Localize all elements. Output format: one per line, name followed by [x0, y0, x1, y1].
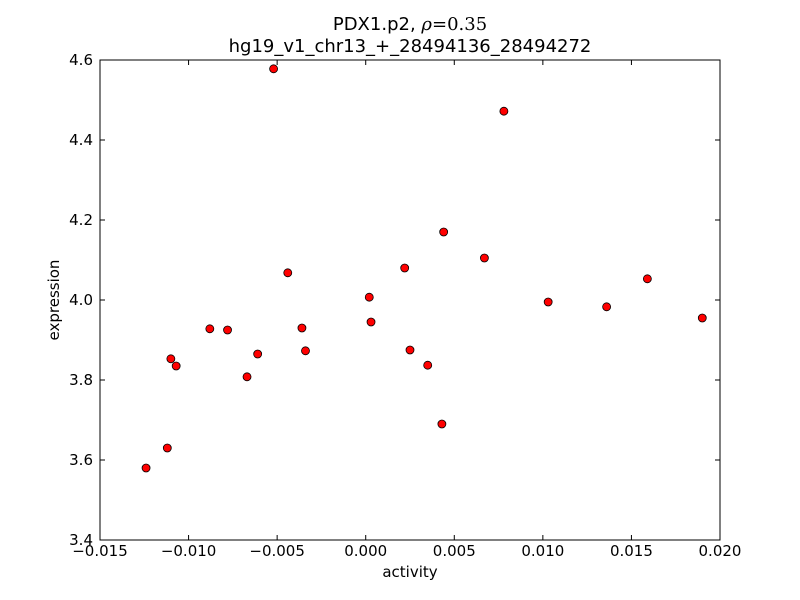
data-point [253, 349, 263, 359]
y-tick-label: 4.6 [69, 51, 93, 69]
y-axis-label: expression [45, 260, 63, 341]
x-tick-label: 0.020 [699, 542, 742, 560]
chart-title-rho-symbol: ρ [420, 14, 432, 35]
y-tick-label: 3.4 [69, 531, 93, 549]
data-point [171, 361, 181, 371]
chart-title-rho-value: =0.35 [432, 14, 487, 35]
chart-title-prefix: PDX1.p2, [333, 14, 422, 35]
data-point [642, 274, 652, 284]
data-point [166, 354, 176, 364]
y-tick-label: 4.2 [69, 211, 93, 229]
data-point [242, 372, 252, 382]
data-point [364, 292, 374, 302]
data-point [439, 227, 449, 237]
data-point [205, 324, 215, 334]
data-points [141, 64, 707, 473]
y-tick-label: 4.4 [69, 131, 93, 149]
data-point [400, 263, 410, 273]
data-point [141, 463, 151, 473]
chart-subtitle: hg19_v1_chr13_+_28494136_28494272 [229, 36, 592, 57]
x-tick-label: 0.000 [344, 542, 387, 560]
y-tick-label: 3.8 [69, 371, 93, 389]
data-point [269, 64, 279, 74]
y-tick-label: 4.0 [69, 291, 93, 309]
data-point [499, 106, 509, 116]
data-point [437, 419, 447, 429]
x-tick-label: 0.015 [610, 542, 653, 560]
x-tick-label: 0.010 [521, 542, 564, 560]
data-point [162, 443, 172, 453]
data-point [366, 317, 376, 327]
data-point [602, 302, 612, 312]
data-point [423, 360, 433, 370]
chart-title: PDX1.p2, ρ=0.35 [333, 14, 487, 35]
data-point [697, 313, 707, 323]
data-point [479, 253, 489, 263]
x-tick-label: 0.005 [433, 542, 476, 560]
data-point [297, 323, 307, 333]
x-tick-label: −0.015 [72, 542, 128, 560]
data-point [301, 346, 310, 356]
x-tick-label: −0.010 [161, 542, 217, 560]
data-point [223, 325, 232, 335]
data-point [283, 268, 293, 278]
x-tick-label: −0.005 [249, 542, 305, 560]
data-point [405, 345, 415, 355]
x-axis-label: activity [382, 563, 437, 581]
axis-ticks: −0.015 −0.010 −0.005 0.000 0.005 0.010 0.015 0.… [69, 51, 741, 560]
data-point [543, 297, 553, 307]
y-tick-label: 3.6 [69, 451, 93, 469]
